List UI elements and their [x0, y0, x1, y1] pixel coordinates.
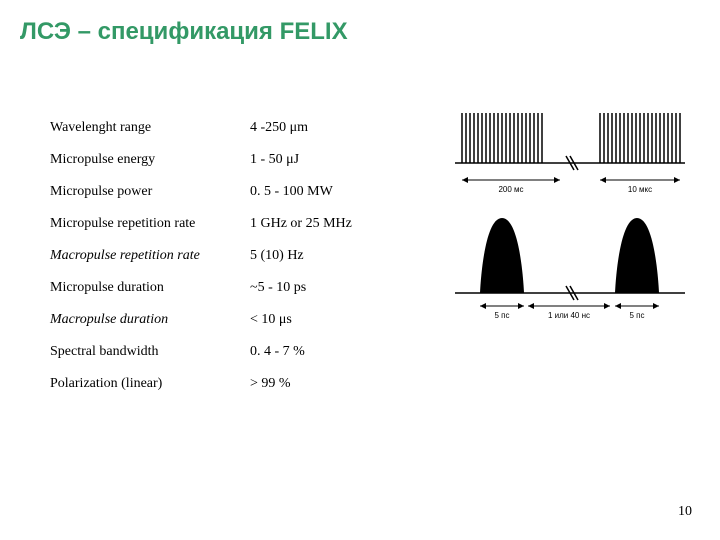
- spec-row: Micropulse repetition rate 1 GHz or 25 M…: [50, 216, 390, 232]
- spec-row: Spectral bandwidth 0. 4 - 7 %: [50, 344, 390, 360]
- diagram-label: 5 пс: [629, 311, 644, 320]
- spec-table: Wavelenght range 4 -250 μm Micropulse en…: [50, 120, 390, 408]
- spec-value: 0. 4 - 7 %: [250, 344, 390, 360]
- spec-value: ~5 - 10 ps: [250, 280, 390, 296]
- spec-label: Micropulse energy: [50, 152, 250, 168]
- spec-row: Micropulse energy 1 - 50 μJ: [50, 152, 390, 168]
- spec-label: Micropulse repetition rate: [50, 216, 250, 232]
- diagram-label: 200 мс: [498, 185, 523, 194]
- diagram-label: 10 мкс: [628, 185, 652, 194]
- spec-row: Micropulse duration ~5 - 10 ps: [50, 280, 390, 296]
- spec-value: 1 - 50 μJ: [250, 152, 390, 168]
- spec-value: < 10 μs: [250, 312, 390, 328]
- spec-label: Macropulse repetition rate: [50, 248, 250, 264]
- spec-row: Wavelenght range 4 -250 μm: [50, 120, 390, 136]
- spec-label: Micropulse duration: [50, 280, 250, 296]
- spec-row: Macropulse duration < 10 μs: [50, 312, 390, 328]
- spec-value: 1 GHz or 25 MHz: [250, 216, 390, 232]
- spec-label: Macropulse duration: [50, 312, 250, 328]
- top-pulse-train: 200 мс 10 мкс: [455, 113, 685, 194]
- spec-label: Micropulse power: [50, 184, 250, 200]
- spec-label: Spectral bandwidth: [50, 344, 250, 360]
- spec-row: Micropulse power 0. 5 - 100 MW: [50, 184, 390, 200]
- spec-label: Polarization (linear): [50, 376, 250, 392]
- page-number: 10: [678, 504, 692, 520]
- spec-value: 0. 5 - 100 MW: [250, 184, 390, 200]
- spec-row: Macropulse repetition rate 5 (10) Hz: [50, 248, 390, 264]
- bottom-pulse-shapes: 5 пс 1 или 40 нс 5 пс: [455, 218, 685, 320]
- page-title: ЛСЭ – спецификация FELIX: [20, 18, 348, 46]
- spec-value: 4 -250 μm: [250, 120, 390, 136]
- pulse-diagram: 200 мс 10 мкс 5 пс: [450, 108, 690, 333]
- spec-value: > 99 %: [250, 376, 390, 392]
- spec-value: 5 (10) Hz: [250, 248, 390, 264]
- spec-row: Polarization (linear) > 99 %: [50, 376, 390, 392]
- spec-label: Wavelenght range: [50, 120, 250, 136]
- diagram-label: 1 или 40 нс: [548, 311, 590, 320]
- diagram-label: 5 пс: [494, 311, 509, 320]
